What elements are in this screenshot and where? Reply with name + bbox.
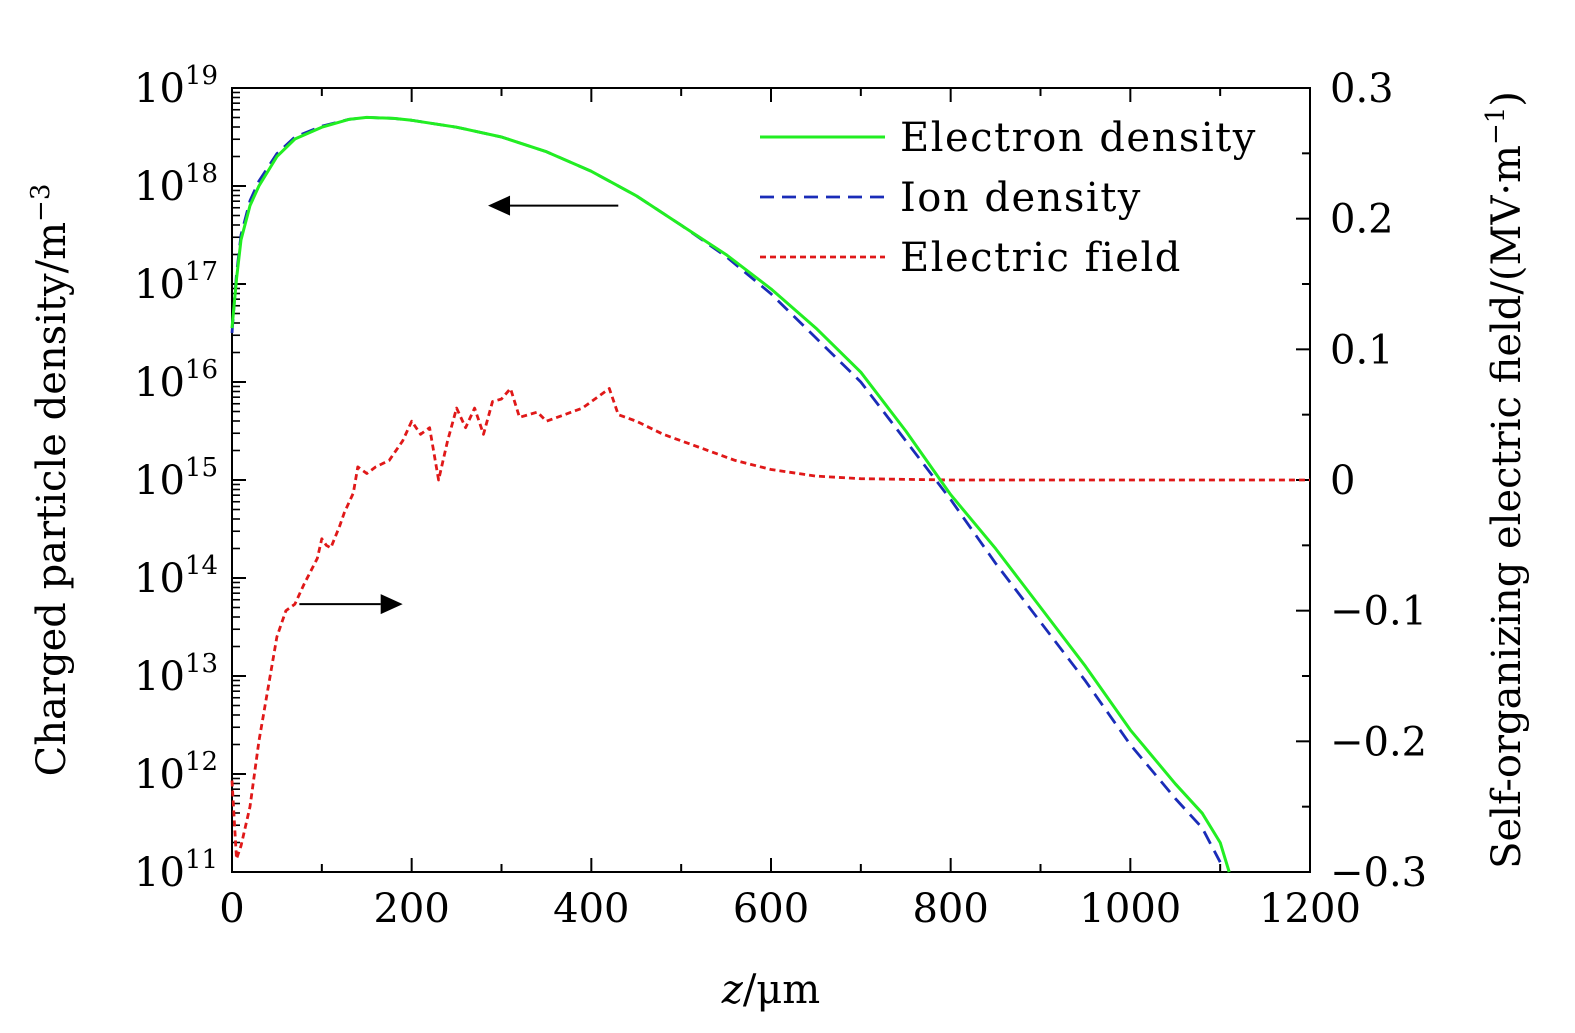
y-left-tick-label: 1018	[134, 159, 218, 210]
y-right-title-sup: −1	[1481, 107, 1511, 145]
y-right-tick-label: −0.2	[1330, 719, 1427, 765]
left-axis-arrow-head	[488, 195, 511, 216]
x-axis-unit: /μm	[743, 967, 820, 1013]
y-left-tick-label: 1019	[134, 61, 218, 112]
legend: Electron density Ion density Electric fiel…	[760, 115, 1257, 281]
y-right-tick-label: −0.3	[1330, 850, 1427, 896]
y-left-tick-label: 1013	[134, 649, 218, 700]
y-right-tick-label: 0.3	[1330, 66, 1394, 112]
x-tick-label: 1000	[1079, 886, 1181, 932]
y-right-tick-label: 0	[1330, 458, 1355, 504]
legend-label-ion-density: Ion density	[900, 175, 1142, 221]
x-tick-label: 600	[733, 886, 809, 932]
x-tick-label: 200	[373, 886, 449, 932]
x-axis: 0 200 400 600 800 1000 1200	[219, 88, 1361, 932]
y-left-tick-label: 1016	[134, 355, 218, 406]
x-axis-var: z	[721, 967, 744, 1013]
annotation-layer	[299, 195, 619, 615]
y-right-title-end: )	[1484, 91, 1530, 107]
y-left-title-sup: −3	[26, 184, 56, 222]
y-right-tick-label: −0.1	[1330, 589, 1427, 635]
legend-label-electron-density: Electron density	[900, 115, 1257, 161]
x-tick-label: 800	[912, 886, 988, 932]
x-tick-label: 400	[553, 886, 629, 932]
y-left-tick-label: 1011	[134, 845, 218, 896]
legend-label-electric-field: Electric field	[900, 235, 1182, 281]
y-right-axis-title: Self-organizing electric field/(MV·m−1)	[1481, 91, 1530, 869]
plot-area	[231, 87, 1311, 873]
x-tick-label: 0	[219, 886, 244, 932]
x-tick-label: 1200	[1259, 886, 1361, 932]
y-left-axis-title: Charged particle density/m−3	[26, 184, 75, 777]
series-layer	[230, 115, 1310, 873]
y-right-title-text: Self-organizing electric field/(MV·m	[1484, 145, 1530, 869]
y-left-axis: 1011 1012 1013 1014 1015 1016 1017 1018 1019	[134, 61, 246, 896]
y-left-tick-label: 1014	[134, 551, 218, 602]
y-left-title-text: Charged particle density/m	[29, 222, 75, 776]
y-right-axis: −0.3 −0.2 −0.1 0 0.1 0.2 0.3	[1296, 66, 1427, 896]
y-left-tick-label: 1015	[134, 453, 218, 504]
right-axis-arrow-head	[380, 594, 403, 615]
y-right-tick-label: 0.1	[1330, 327, 1394, 373]
y-left-tick-label: 1017	[134, 257, 218, 308]
x-axis-title: z/μm	[721, 967, 820, 1013]
y-right-tick-label: 0.2	[1330, 197, 1394, 243]
series-line-ion-density	[230, 116, 1222, 863]
series-line-electron-density	[230, 115, 1231, 873]
y-left-tick-label: 1012	[134, 747, 218, 798]
series-line-electric-field	[230, 387, 1310, 861]
